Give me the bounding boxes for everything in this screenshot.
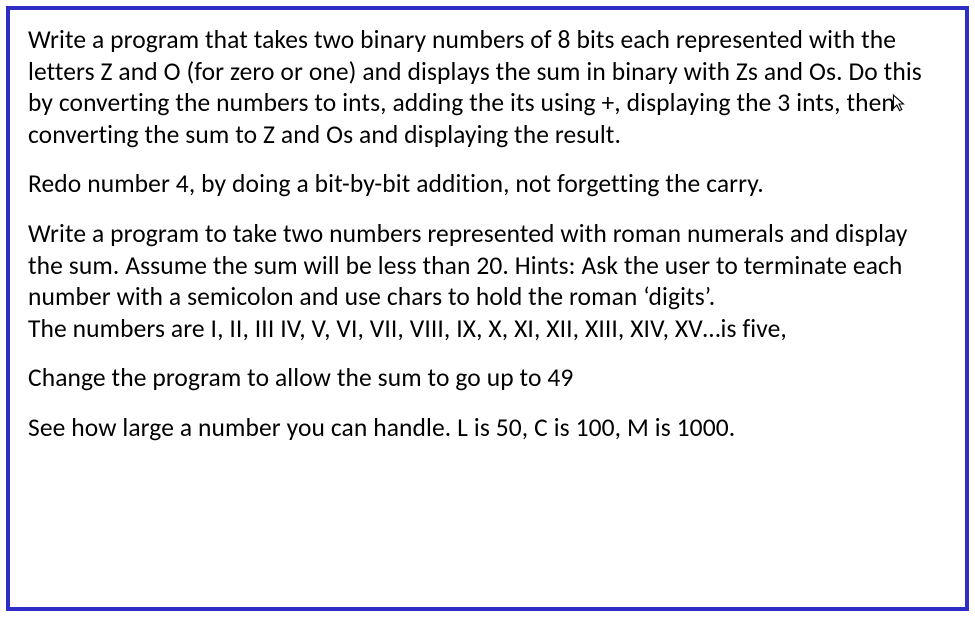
paragraph-4-text: Change the program to allow the sum to g… xyxy=(28,362,573,393)
paragraph-5-text: See how large a number you can handle. L… xyxy=(28,412,735,443)
paragraph-5: See how large a number you can handle. L… xyxy=(28,412,947,444)
paragraph-3: Write a program to take two numbers repr… xyxy=(28,218,947,344)
document-frame: Write a program that takes two binary nu… xyxy=(6,6,969,611)
paragraph-1-text-b: converting the sum to Z and Os and displ… xyxy=(28,119,621,150)
paragraph-2: Redo number 4, by doing a bit-by-bit add… xyxy=(28,168,947,200)
paragraph-1-text-a: Write a program that takes two binary nu… xyxy=(28,24,922,118)
paragraph-2-text: Redo number 4, by doing a bit-by-bit add… xyxy=(28,168,764,199)
paragraph-4: Change the program to allow the sum to g… xyxy=(28,362,947,394)
paragraph-3-text-b: The numbers are I, II, III IV, V, VI, VI… xyxy=(28,313,787,344)
paragraph-3-text-a: Write a program to take two numbers repr… xyxy=(28,218,908,312)
paragraph-1: Write a program that takes two binary nu… xyxy=(28,24,947,150)
